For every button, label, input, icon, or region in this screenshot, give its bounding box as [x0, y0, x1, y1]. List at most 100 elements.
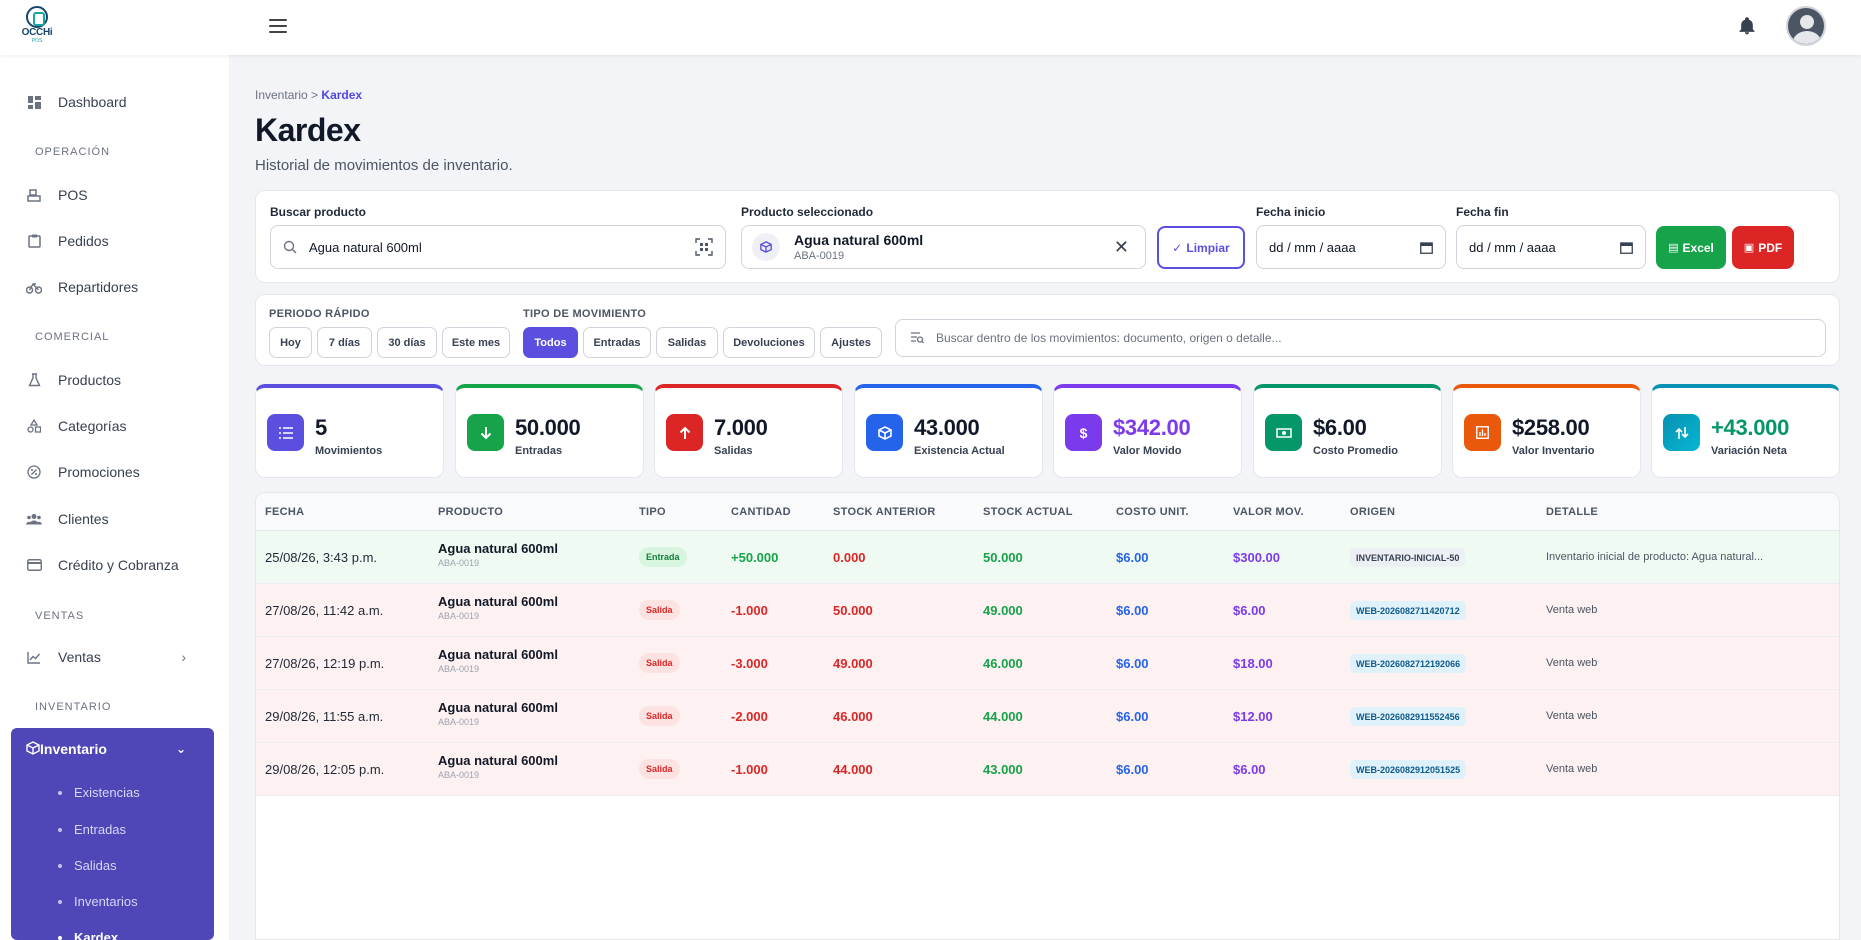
- sidebar-item-dashboard[interactable]: Dashboard: [26, 92, 127, 112]
- export-pdf-button[interactable]: ▣ PDF: [1732, 226, 1794, 269]
- sidebar-subitem-inventarios[interactable]: Inventarios: [58, 894, 138, 909]
- menu-toggle-icon[interactable]: [269, 19, 287, 33]
- bell-icon[interactable]: [1737, 15, 1757, 37]
- product-name: Agua natural 600ml: [438, 647, 558, 662]
- th-stock-anterior[interactable]: STOCK ANTERIOR: [833, 506, 936, 518]
- type-badge: Salida: [639, 600, 680, 620]
- sidebar-label: Inventario: [40, 741, 107, 757]
- sidebar-subitem-salidas[interactable]: Salidas: [58, 858, 117, 873]
- th-tipo[interactable]: TIPO: [639, 506, 666, 518]
- sidebar-item-clientes[interactable]: Clientes: [26, 509, 109, 529]
- table-row[interactable]: 25/08/26, 3:43 p.m. Agua natural 600ml ABA…: [256, 531, 1839, 584]
- cell-fecha: 27/08/26, 12:19 p.m.: [265, 656, 385, 671]
- filter-search-icon: [911, 332, 924, 344]
- breadcrumb-separator: >: [311, 88, 319, 102]
- top-bar: OCCHi POS: [0, 0, 1861, 55]
- calendar-icon[interactable]: [1620, 241, 1633, 254]
- type-entradas[interactable]: Entradas: [583, 327, 651, 358]
- origin-tag[interactable]: WEB-2026082711420712: [1350, 601, 1466, 620]
- sidebar-item-repartidores[interactable]: Repartidores: [26, 277, 138, 297]
- period-este-mes[interactable]: Este mes: [442, 327, 510, 358]
- cell-producto: Agua natural 600ml ABA-0019: [438, 541, 558, 568]
- movements-search-input[interactable]: Buscar dentro de los movimientos: docume…: [895, 319, 1826, 357]
- calendar-icon[interactable]: [1420, 241, 1433, 254]
- cell-valor-mov: $300.00: [1233, 550, 1280, 565]
- origin-tag[interactable]: WEB-2026082712192066: [1350, 654, 1467, 673]
- table-row[interactable]: 29/08/26, 12:05 p.m. Agua natural 600ml AB…: [256, 743, 1839, 796]
- sidebar-subitem-entradas[interactable]: Entradas: [58, 822, 126, 837]
- page-title: Kardex: [255, 112, 361, 148]
- cell-fecha: 27/08/26, 11:42 a.m.: [265, 603, 384, 618]
- sidebar-subitem-kardex[interactable]: Kardex: [58, 930, 118, 940]
- sidebar-item-ventas[interactable]: Ventas ›: [26, 647, 186, 667]
- th-origen[interactable]: ORIGEN: [1350, 506, 1396, 518]
- sidebar-item-credito[interactable]: Crédito y Cobranza: [26, 555, 179, 575]
- cell-detalle: Venta web: [1546, 604, 1598, 616]
- start-date-input[interactable]: dd / mm / aaaa: [1256, 225, 1446, 269]
- kpi-variacion-neta: +43.000 Variación Neta: [1651, 384, 1840, 478]
- breadcrumb-parent[interactable]: Inventario: [255, 88, 308, 102]
- kpi-value: +43.000: [1711, 415, 1790, 440]
- type-devoluciones[interactable]: Devoluciones: [723, 327, 815, 358]
- sidebar-item-promociones[interactable]: Promociones: [26, 462, 140, 482]
- th-valor-mov[interactable]: VALOR MOV.: [1233, 506, 1304, 518]
- th-producto[interactable]: PRODUCTO: [438, 506, 504, 518]
- cell-valor-mov: $6.00: [1233, 762, 1266, 777]
- type-badge: Entrada: [639, 547, 687, 567]
- cell-cantidad: -2.000: [731, 709, 768, 724]
- sidebar-active-group: [11, 728, 214, 940]
- cell-producto: Agua natural 600ml ABA-0019: [438, 753, 558, 780]
- file-pdf-icon: ▣: [1743, 242, 1755, 254]
- type-ajustes[interactable]: Ajustes: [820, 327, 882, 358]
- clear-button[interactable]: ✓ Limpiar: [1157, 226, 1245, 269]
- cell-valor-mov: $18.00: [1233, 656, 1273, 671]
- cell-costo-unit: $6.00: [1116, 603, 1149, 618]
- sidebar-item-categorias[interactable]: Categorías: [26, 416, 126, 436]
- sidebar-label: Pedidos: [58, 233, 109, 249]
- th-fecha[interactable]: FECHA: [265, 506, 305, 518]
- selected-product-name: Agua natural 600ml: [794, 232, 924, 248]
- kpi-label: Salidas: [714, 445, 753, 457]
- type-salidas[interactable]: Salidas: [656, 327, 718, 358]
- sidebar-subitem-existencias[interactable]: Existencias: [58, 785, 140, 800]
- bike-icon: [26, 279, 42, 295]
- th-stock-actual[interactable]: STOCK ACTUAL: [983, 506, 1073, 518]
- section-operacion: OPERACIÓN: [35, 146, 111, 158]
- origin-tag[interactable]: WEB-2026082912051525: [1350, 760, 1467, 779]
- chevron-down-icon: ⌄: [175, 742, 186, 756]
- type-todos[interactable]: Todos: [523, 327, 578, 358]
- brand-logo[interactable]: OCCHi POS: [18, 6, 56, 46]
- sidebar-item-pedidos[interactable]: Pedidos: [26, 231, 109, 251]
- sidebar-label: POS: [58, 187, 88, 203]
- product-search-input[interactable]: Agua natural 600ml: [270, 225, 726, 269]
- chevron-right-icon: ›: [181, 649, 186, 665]
- period-30-dias[interactable]: 30 días: [377, 327, 437, 358]
- export-excel-button[interactable]: ▤ Excel: [1656, 226, 1726, 269]
- close-icon[interactable]: ✕: [1113, 236, 1129, 257]
- table-row[interactable]: 29/08/26, 11:55 a.m. Agua natural 600ml AB…: [256, 690, 1839, 743]
- th-costo-unit[interactable]: COSTO UNIT.: [1116, 506, 1189, 518]
- th-cantidad[interactable]: CANTIDAD: [731, 506, 791, 518]
- cell-stock-actual: 46.000: [983, 656, 1023, 671]
- cell-cantidad: -3.000: [731, 656, 768, 671]
- sidebar-item-productos[interactable]: Productos: [26, 370, 121, 390]
- sidebar-item-pos[interactable]: POS: [26, 185, 88, 205]
- cell-detalle: Venta web: [1546, 657, 1598, 669]
- table-row[interactable]: 27/08/26, 11:42 a.m. Agua natural 600ml AB…: [256, 584, 1839, 637]
- sidebar-label: Crédito y Cobranza: [58, 557, 179, 573]
- period-7-dias[interactable]: 7 días: [317, 327, 372, 358]
- origin-tag[interactable]: WEB-2026082911552456: [1350, 707, 1466, 726]
- end-date-input[interactable]: dd / mm / aaaa: [1456, 225, 1646, 269]
- barcode-scan-icon[interactable]: [695, 238, 713, 256]
- kpi-existencia: 43.000 Existencia Actual: [854, 384, 1043, 478]
- origin-tag[interactable]: INVENTARIO-INICIAL-50: [1350, 548, 1466, 567]
- breadcrumb-current: Kardex: [321, 88, 363, 102]
- selected-product-label: Producto seleccionado: [741, 205, 874, 219]
- user-avatar[interactable]: [1786, 6, 1826, 46]
- cell-detalle: Venta web: [1546, 710, 1598, 722]
- product-name: Agua natural 600ml: [438, 594, 558, 609]
- table-row[interactable]: 27/08/26, 12:19 p.m. Agua natural 600ml AB…: [256, 637, 1839, 690]
- th-detalle[interactable]: DETALLE: [1546, 506, 1599, 518]
- sidebar-item-inventario[interactable]: Inventario ⌄: [26, 739, 186, 759]
- period-hoy[interactable]: Hoy: [269, 327, 312, 358]
